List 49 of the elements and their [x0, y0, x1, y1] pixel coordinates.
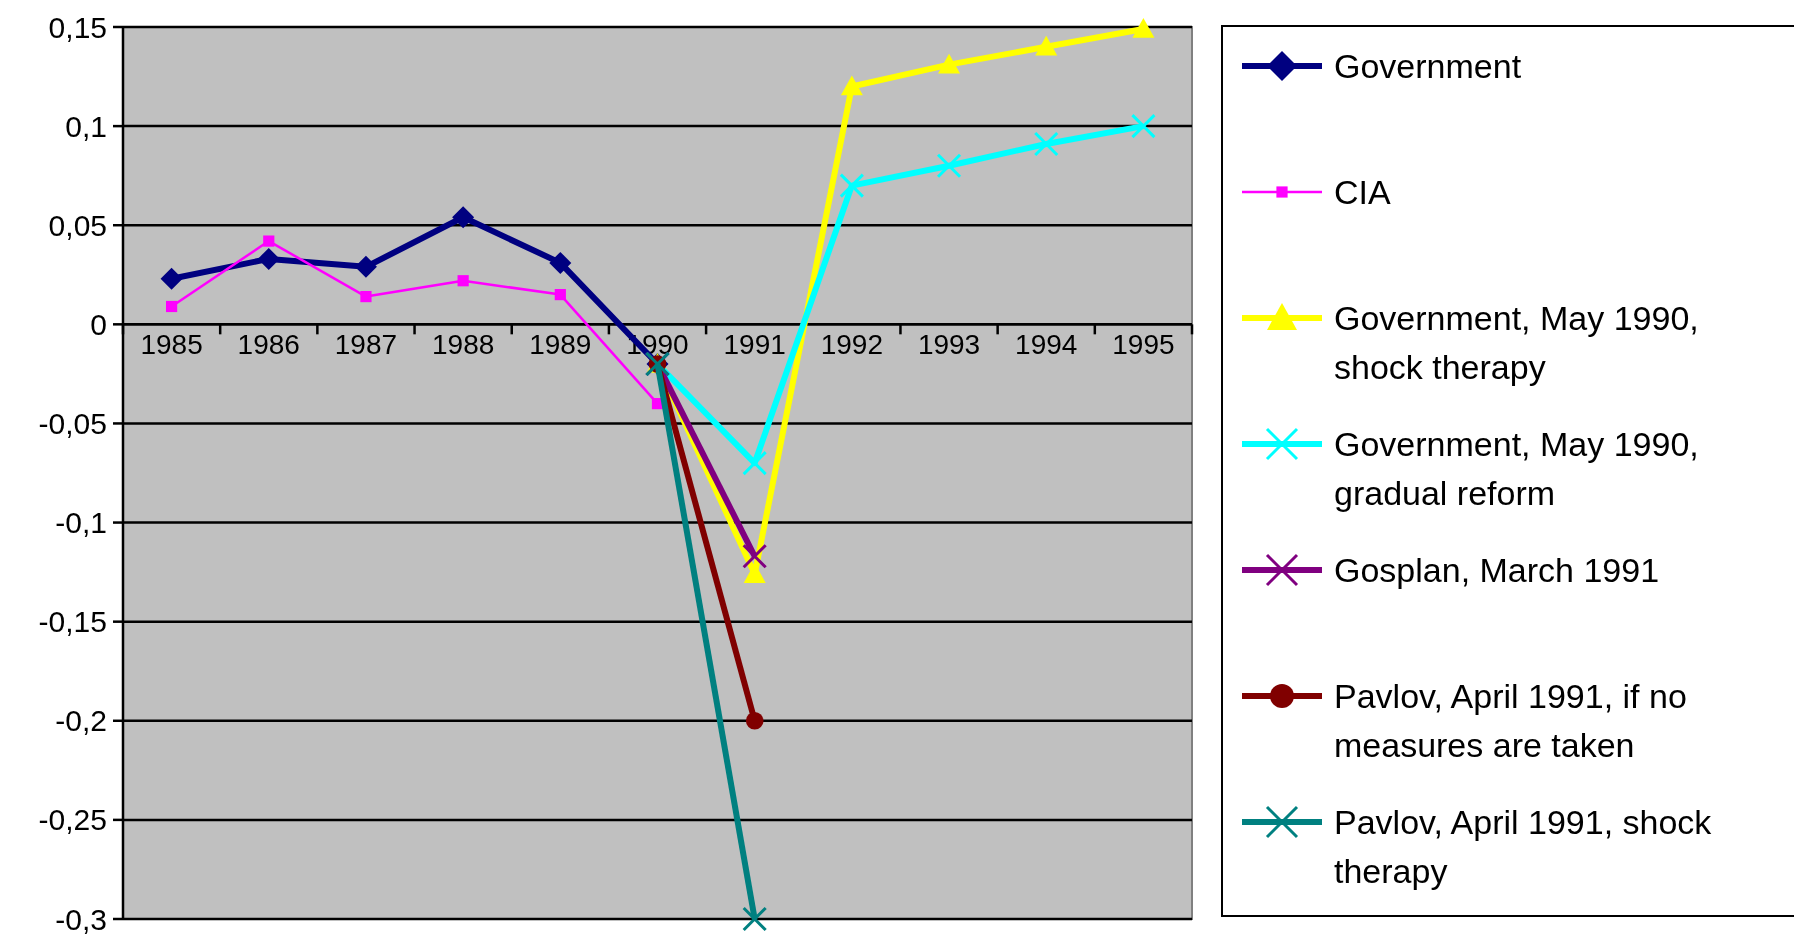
- point: [549, 251, 572, 274]
- legend-label: Government, May 1990, shock therapy: [1334, 298, 1699, 387]
- point: [1130, 113, 1156, 139]
- legend-label: Pavlov, April 1991, if no measures are taken: [1334, 676, 1687, 765]
- point: [360, 290, 372, 303]
- y-tick-label: 0,15: [48, 10, 107, 44]
- point: [165, 300, 178, 313]
- point: [263, 235, 275, 247]
- legend-label: Pavlov, April 1991, shock therapy: [1334, 802, 1713, 891]
- x-tick-label: 1988: [431, 329, 495, 361]
- point: [938, 53, 961, 74]
- point: [554, 289, 566, 301]
- point: [452, 206, 475, 229]
- legend-label: CIA: [1334, 172, 1391, 211]
- point: [457, 275, 469, 287]
- point: [354, 255, 377, 278]
- x-tick-label: 1987: [334, 329, 398, 361]
- point: [936, 153, 962, 179]
- legend-label: Government, May 1990, gradual reform: [1334, 424, 1699, 513]
- y-tick-label: -0,3: [55, 902, 107, 936]
- x-tick-label: 1991: [723, 329, 786, 361]
- x-tick-label: 1992: [820, 329, 884, 361]
- y-tick-label: 0,1: [65, 109, 107, 143]
- point: [1035, 35, 1058, 56]
- point: [840, 75, 863, 96]
- point: [1132, 17, 1155, 38]
- y-tick-label: -0,15: [38, 605, 107, 639]
- y-tick-label: 0,05: [48, 208, 107, 242]
- x-tick-label: 1989: [529, 329, 592, 361]
- legend-label: Government: [1334, 46, 1522, 85]
- y-tick-label: -0,25: [38, 803, 107, 837]
- y-tick-label: -0,1: [55, 506, 107, 540]
- y-tick-label: -0,2: [55, 704, 107, 738]
- y-tick-label: 0: [90, 307, 107, 341]
- point: [257, 247, 280, 270]
- point: [160, 267, 183, 290]
- point: [839, 173, 865, 199]
- legend-label: Gosplan, March 1991: [1334, 550, 1660, 589]
- point: [745, 711, 764, 730]
- point: [742, 906, 768, 932]
- x-tick-label: 1986: [237, 329, 300, 361]
- y-tick-label: -0,05: [38, 406, 107, 440]
- point: [742, 543, 768, 569]
- point: [742, 450, 768, 476]
- x-tick-label: 1995: [1112, 329, 1175, 361]
- x-tick-label: 1994: [1015, 329, 1078, 361]
- point: [1033, 131, 1059, 157]
- x-tick-label: 1985: [140, 329, 203, 361]
- x-tick-label: 1993: [917, 329, 981, 361]
